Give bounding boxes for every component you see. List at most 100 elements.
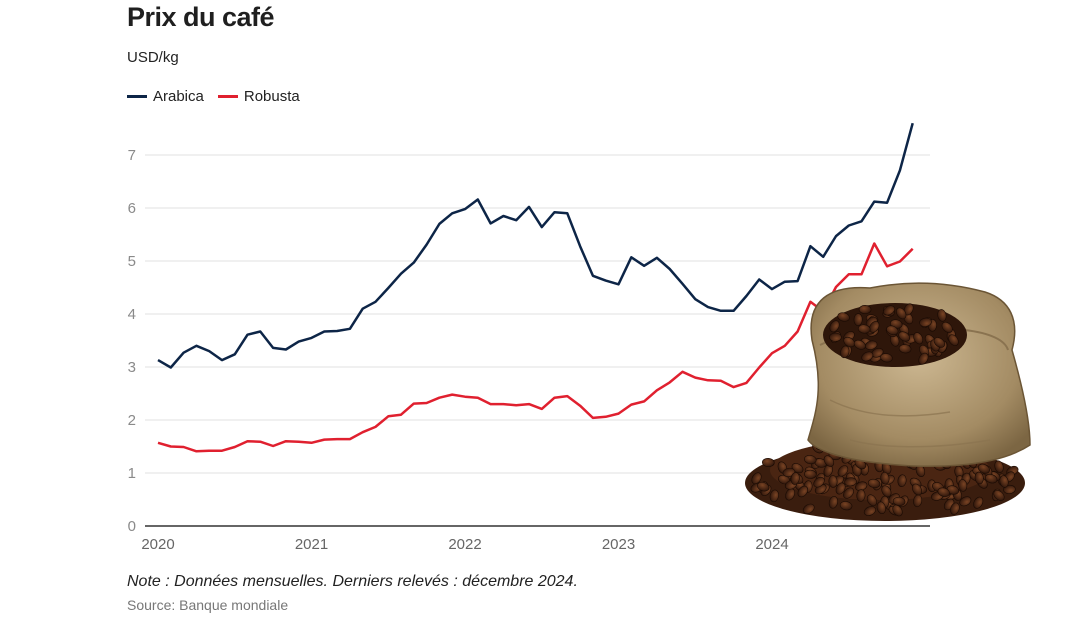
coffee-bean — [892, 504, 903, 517]
coffee-bean — [843, 487, 854, 499]
coffee-bean — [898, 344, 912, 354]
coffee-bean — [880, 471, 890, 485]
coffee-bean — [853, 339, 866, 350]
legend-label-arabica: Arabica — [153, 88, 204, 105]
coffee-bean — [867, 478, 881, 489]
coffee-bean — [823, 455, 835, 467]
x-tick-label-2024: 2024 — [755, 536, 788, 553]
coffee-bean — [782, 467, 796, 477]
coffee-bean — [999, 475, 1009, 488]
coffee-bean — [858, 304, 872, 315]
y-axis-ticks: 0 1 2 3 4 5 6 7 — [128, 147, 136, 535]
coffee-bean — [985, 473, 998, 484]
coffee-bean — [804, 455, 817, 465]
x-tick-label-2020: 2020 — [141, 536, 174, 553]
coffee-bean — [853, 313, 863, 326]
coffee-bean — [886, 325, 899, 336]
coffee-bean — [892, 496, 906, 506]
coffee-bean — [866, 494, 877, 507]
footnote: Note : Données mensuelles. Derniers rele… — [127, 573, 578, 590]
coffee-bean — [869, 320, 880, 333]
coffee-bean — [881, 485, 892, 498]
y-tick-label-3: 3 — [128, 359, 136, 376]
coffee-bean — [974, 471, 984, 485]
coffee-bean — [958, 479, 968, 492]
coffee-bean — [911, 483, 923, 496]
coffee-bean — [993, 490, 1005, 501]
coffee-bean — [844, 477, 857, 487]
coffee-bean — [840, 345, 850, 359]
series-lines — [157, 122, 914, 453]
coffee-bean — [790, 472, 800, 485]
burlap-sack — [807, 282, 1031, 467]
legend-item-robusta: Robusta — [217, 88, 300, 105]
coffee-bean — [751, 472, 762, 485]
coffee-bean — [880, 353, 893, 363]
source-credit: Source: Banque mondiale — [127, 597, 289, 613]
coffee-bean — [941, 321, 953, 333]
coffee-bean — [769, 489, 779, 503]
coffee-bean — [897, 474, 907, 487]
y-tick-label-0: 0 — [128, 518, 136, 535]
coffee-bean — [802, 503, 815, 514]
legend-item-arabica: Arabica — [127, 88, 204, 105]
coffee-bean — [994, 460, 1004, 473]
coffee-bean — [835, 482, 846, 495]
coffee-bean — [919, 317, 932, 327]
coffee-bean — [837, 312, 850, 322]
coffee-bean — [857, 324, 871, 334]
coffee-bean — [883, 305, 895, 316]
x-tick-label-2021: 2021 — [295, 536, 328, 553]
gridlines — [145, 154, 930, 527]
coffee-bean — [950, 502, 960, 515]
coffee-bean — [876, 501, 886, 515]
coffee-bean — [861, 351, 874, 362]
coffee-bean — [896, 307, 907, 320]
coffee-sack-illustration — [745, 282, 1031, 521]
coffee-bean — [933, 337, 946, 348]
x-tick-label-2023: 2023 — [602, 536, 635, 553]
coffee-bean — [839, 501, 853, 511]
y-tick-label-6: 6 — [128, 200, 136, 217]
coffee-bean — [918, 352, 929, 365]
coffee-bean — [828, 496, 838, 509]
series-line-arabica — [157, 122, 914, 369]
coffee-bean — [785, 488, 796, 501]
y-tick-label-7: 7 — [128, 147, 136, 164]
coffee-bean — [757, 481, 770, 492]
x-tick-label-2022: 2022 — [448, 536, 481, 553]
coffee-bean — [813, 476, 825, 488]
y-unit-label: USD/kg — [127, 49, 179, 66]
y-tick-label-1: 1 — [128, 465, 136, 482]
coffee-bean — [959, 496, 972, 507]
coffee-bean — [977, 463, 990, 474]
y-tick-label-4: 4 — [128, 306, 136, 323]
legend-swatch-arabica — [127, 95, 147, 98]
coffee-bean — [843, 336, 855, 348]
coffee-bean — [1003, 484, 1016, 494]
coffee-bean — [913, 332, 924, 345]
coffee-bean — [804, 469, 817, 479]
y-tick-label-5: 5 — [128, 253, 136, 270]
coffee-bean — [856, 489, 866, 502]
coffee-bean — [829, 332, 842, 342]
coffee-bean — [797, 485, 809, 498]
legend-swatch-robusta — [217, 95, 238, 98]
legend: Arabica Robusta — [127, 88, 300, 105]
legend-label-robusta: Robusta — [243, 88, 300, 105]
coffee-bean — [828, 475, 838, 488]
chart-title: Prix du café — [127, 2, 275, 32]
coffee-bean — [898, 331, 911, 342]
coffee-bean — [863, 506, 876, 516]
coffee-bean — [946, 485, 960, 495]
y-tick-label-2: 2 — [128, 412, 136, 429]
coffee-bean — [762, 457, 775, 468]
x-axis-ticks: 2020 2021 2022 2023 2024 — [141, 536, 788, 553]
coffee-bean — [837, 465, 849, 477]
coffee-bean — [829, 320, 840, 333]
coffee-bean — [973, 496, 984, 509]
coffee-bean — [937, 309, 947, 322]
coffee-bean — [948, 334, 959, 346]
series-line-robusta — [157, 242, 914, 453]
